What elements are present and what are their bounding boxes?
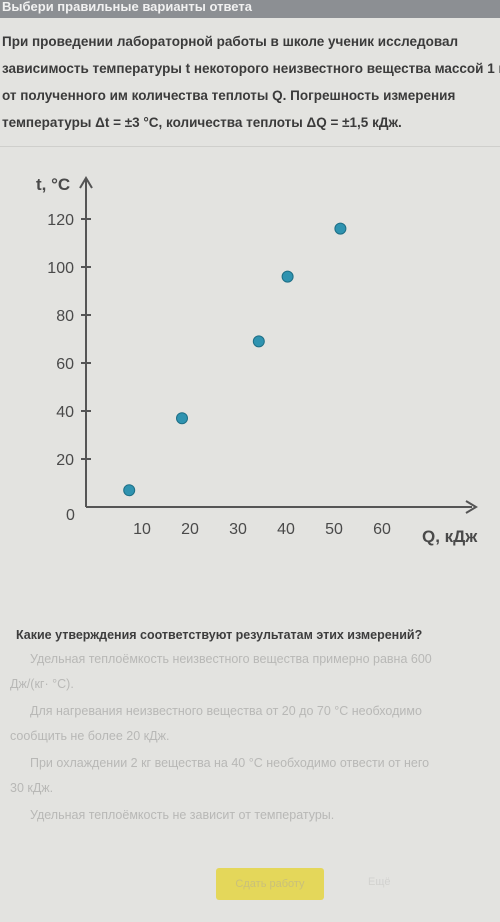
x-tick-label: 50 [325, 521, 343, 538]
x-tick-label: 20 [181, 521, 199, 538]
divider [0, 146, 500, 147]
submit-button[interactable]: Сдать работу [216, 868, 324, 900]
problem-line: При проведении лабораторной работы в шко… [2, 34, 459, 49]
option-text: 30 кДж. [10, 781, 54, 795]
option-text: Для нагревания неизвестного вещества от … [30, 704, 422, 718]
data-point [281, 270, 294, 283]
x-tick-label: 10 [133, 521, 151, 538]
option-text: Дж/(кг· °С). [10, 677, 74, 691]
extra-link[interactable]: Ещё [368, 876, 391, 888]
problem-statement: При проведении лабораторной работы в шко… [0, 28, 500, 136]
y-axis-arrow-icon [79, 176, 93, 189]
y-tick-label: 120 [47, 212, 74, 229]
data-point [123, 484, 136, 497]
question-block: Какие утверждения соответствуют результа… [0, 625, 500, 828]
answer-option[interactable]: Для нагревания неизвестного вещества от … [0, 699, 500, 749]
data-point [176, 412, 188, 425]
header-bar: Выбери правильные варианты ответа [0, 0, 500, 18]
header-title: Выбери правильные варианты ответа [2, 0, 252, 14]
answer-option[interactable]: При охлаждении 2 кг вещества на 40 °С не… [0, 751, 500, 801]
data-point [252, 335, 265, 348]
answer-option[interactable]: Удельная теплоёмкость не зависит от темп… [0, 803, 500, 828]
data-point [334, 222, 347, 235]
answer-option[interactable]: Удельная теплоёмкость неизвестного вещес… [0, 647, 500, 697]
problem-line: зависимость температуры t некоторого неи… [2, 61, 500, 76]
option-text: При охлаждении 2 кг вещества на 40 °С не… [30, 756, 430, 770]
y-tick-label: 80 [56, 308, 74, 325]
option-text: Удельная теплоёмкость не зависит от темп… [30, 808, 335, 822]
y-tick-label: 100 [47, 260, 74, 277]
y-tick-label: 20 [56, 452, 74, 469]
x-tick-label: 30 [229, 521, 247, 538]
y-axis-label: t, °C [36, 175, 70, 194]
y-tick-label: 40 [56, 404, 74, 421]
option-text: сообщить не более 20 кДж. [10, 729, 170, 743]
y-tick-label: 60 [56, 356, 74, 373]
x-tick-label: 40 [277, 521, 295, 538]
question-text: Какие утверждения соответствуют результа… [16, 628, 423, 642]
problem-line: температуры Δt = ±3 °C, количества тепло… [2, 115, 402, 130]
x-axis-label: Q, кДж [422, 527, 478, 546]
origin-label: 0 [66, 507, 75, 524]
scatter-chart: t, °C Q, кДж 0 20 40 60 80 100 120 10 20 30 40 50 6… [36, 175, 478, 546]
problem-line: от полученного им количества теплоты Q. … [2, 88, 456, 103]
option-text: Удельная теплоёмкость неизвестного вещес… [30, 652, 432, 666]
x-axis-arrow-icon [465, 500, 478, 514]
x-tick-label: 60 [373, 521, 391, 538]
